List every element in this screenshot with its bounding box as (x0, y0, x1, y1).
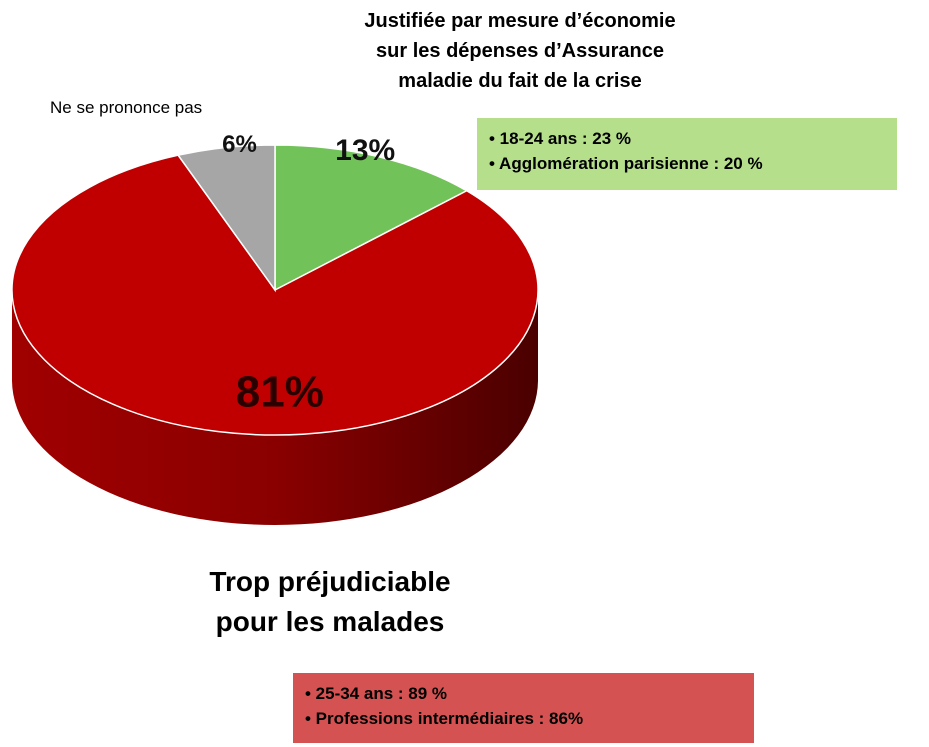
pie-slice (11, 154, 539, 436)
annotation-line: • 25-34 ans : 89 % (305, 684, 448, 703)
annotation-box: • 25-34 ans : 89 % • Professions intermé… (293, 673, 754, 743)
value-label: 6% (222, 131, 257, 158)
pie-slice (274, 144, 469, 292)
annotation-line: • Professions intermédiaires : 86% (305, 709, 584, 728)
value-label: 13% (335, 134, 395, 167)
value-label: 81% (236, 368, 324, 417)
annotation-line: • 18-24 ans : 23 % (489, 129, 632, 148)
category-label: Ne se prononce pas (50, 98, 203, 117)
pie-depth (12, 290, 538, 525)
pie-slice (176, 144, 276, 293)
annotation-line: • Agglomération parisienne : 20 % (489, 154, 763, 173)
category-label: Justifiée par mesure d’économie sur les … (364, 10, 676, 92)
category-label: Trop préjudiciable pour les malades (209, 566, 451, 637)
annotation-box: • 18-24 ans : 23 % • Agglomération paris… (477, 118, 897, 190)
